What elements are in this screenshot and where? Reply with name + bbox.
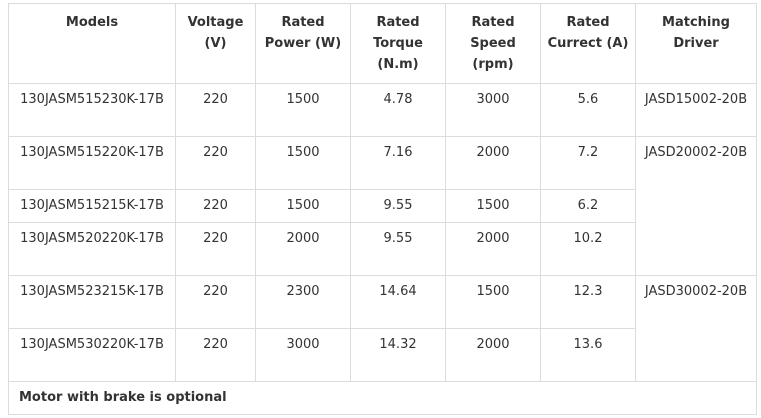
table-body: 130JASM515230K-17B 220 1500 4.78 3000 5.6 JASD… — [8, 83, 757, 415]
value-cell: 14.32 — [350, 328, 446, 382]
header-cell: Models — [8, 3, 176, 84]
header-cell: Rated Currect (A) — [540, 3, 636, 84]
header-cell: Matching Driver — [635, 3, 757, 84]
table-row: 130JASM515220K-17B 220 1500 7.16 2000 7.2 JASD… — [8, 136, 757, 276]
value-cell: 2300 — [255, 275, 351, 329]
table-row: 130JASM523215K-17B 220 2300 14.64 1500 12.3 JA… — [8, 275, 757, 382]
header-cell: Rated Speed (rpm) — [445, 3, 541, 84]
header-cell: Rated Power (W) — [255, 3, 351, 84]
value-cell: 220 — [175, 83, 256, 137]
value-cell: 1500 — [255, 189, 351, 223]
driver-cell: JASD15002-20B — [635, 83, 757, 137]
value-cell: 2000 — [255, 222, 351, 276]
value-cell: 220 — [175, 222, 256, 276]
value-cell: 3000 — [255, 328, 351, 382]
value-cell: 13.6 — [540, 328, 636, 382]
value-cell: 220 — [175, 189, 256, 223]
spec-table: Models Voltage (V) Rated Power (W) Rated To… — [8, 3, 757, 415]
table-row: 130JASM520220K-17B 220 2000 9.55 2000 10.2 — [8, 222, 757, 276]
model-cell: 130JASM530220K-17B — [8, 328, 176, 382]
driver-cell: JASD30002-20B — [635, 275, 757, 382]
value-cell: 1500 — [445, 275, 541, 329]
value-cell: 2000 — [445, 136, 541, 190]
model-cell: 130JASM515215K-17B — [8, 189, 176, 223]
value-cell: 2000 — [445, 222, 541, 276]
footer-note: Motor with brake is optional — [8, 381, 757, 415]
model-cell: 130JASM523215K-17B — [8, 275, 176, 329]
value-cell: 12.3 — [540, 275, 636, 329]
header-row: Models Voltage (V) Rated Power (W) Rated To… — [8, 3, 757, 84]
value-cell: 220 — [175, 328, 256, 382]
value-cell: 6.2 — [540, 189, 636, 223]
value-cell: 1500 — [255, 136, 351, 190]
header-cell: Rated Torque (N.m) — [350, 3, 446, 84]
value-cell: 4.78 — [350, 83, 446, 137]
model-cell: 130JASM515220K-17B — [8, 136, 176, 190]
value-cell: 3000 — [445, 83, 541, 137]
value-cell: 9.55 — [350, 222, 446, 276]
value-cell: 1500 — [255, 83, 351, 137]
value-cell: 9.55 — [350, 189, 446, 223]
value-cell: 14.64 — [350, 275, 446, 329]
table-row: 130JASM515230K-17B 220 1500 4.78 3000 5.6 JASD… — [8, 83, 757, 137]
model-cell: 130JASM520220K-17B — [8, 222, 176, 276]
value-cell: 220 — [175, 136, 256, 190]
driver-cell: JASD20002-20B — [635, 136, 757, 276]
model-cell: 130JASM515230K-17B — [8, 83, 176, 137]
table-row: 130JASM530220K-17B 220 3000 14.32 2000 13.6 — [8, 328, 757, 382]
table-row: 130JASM515215K-17B 220 1500 9.55 1500 6.2 — [8, 189, 757, 223]
value-cell: 10.2 — [540, 222, 636, 276]
value-cell: 5.6 — [540, 83, 636, 137]
value-cell: 220 — [175, 275, 256, 329]
footer-row: Motor with brake is optional — [8, 381, 757, 415]
value-cell: 7.2 — [540, 136, 636, 190]
header-cell: Voltage (V) — [175, 3, 256, 84]
value-cell: 1500 — [445, 189, 541, 223]
value-cell: 2000 — [445, 328, 541, 382]
value-cell: 7.16 — [350, 136, 446, 190]
